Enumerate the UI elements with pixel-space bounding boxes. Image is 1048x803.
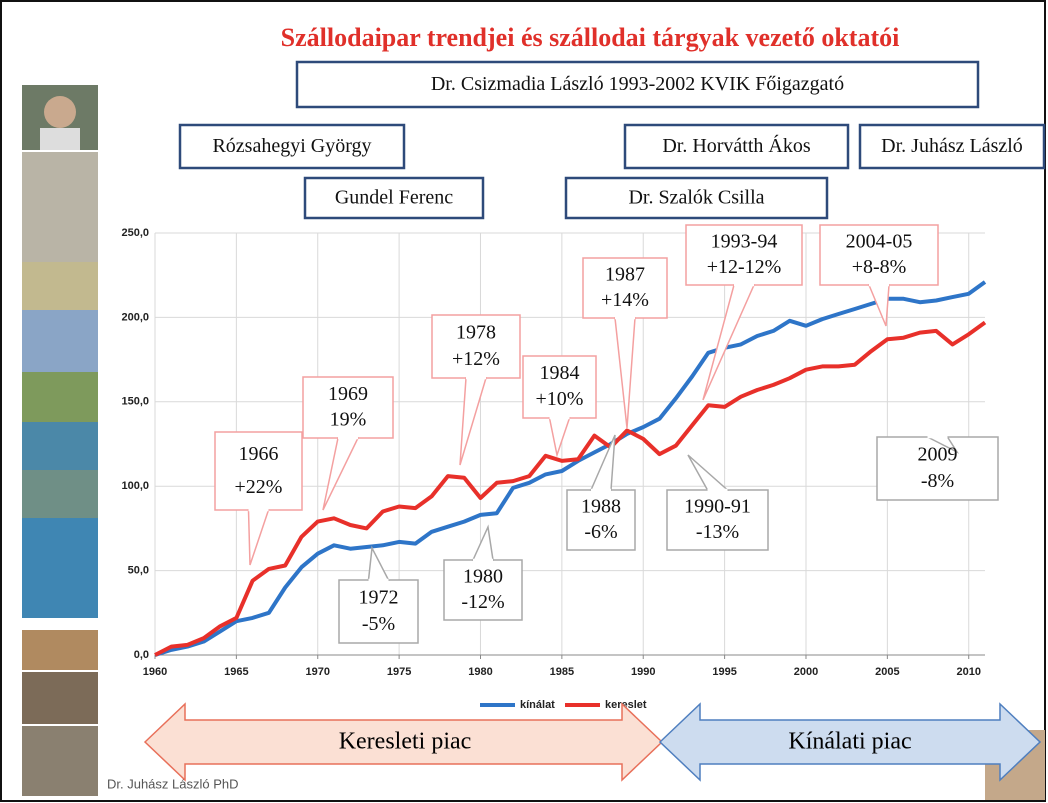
name-box-text: Dr. Juhász László — [881, 135, 1023, 157]
callout-text: 1987 — [605, 264, 645, 286]
x-tick-label: 2000 — [794, 666, 818, 678]
y-tick-label: 150,0 — [121, 396, 149, 408]
callout-text: 1972 — [359, 586, 399, 608]
y-tick-label: 100,0 — [121, 480, 149, 492]
callout-text: 19% — [330, 409, 367, 431]
x-tick-label: 1970 — [306, 666, 330, 678]
callout-text: +22% — [235, 476, 283, 498]
legend-label: kínálat — [520, 699, 555, 711]
callout-text: 1980 — [463, 566, 503, 588]
name-box-text: Dr. Horvátth Ákos — [662, 134, 811, 157]
callout-text: 1993-94 — [711, 231, 778, 253]
callout-text: 1966 — [239, 443, 279, 465]
name-box-text: Dr. Szalók Csilla — [628, 187, 764, 209]
name-box-text: Rózsahegyi György — [212, 135, 371, 157]
x-tick-label: 1995 — [712, 666, 736, 678]
x-tick-label: 1980 — [468, 666, 492, 678]
callout-text: +10% — [536, 388, 584, 410]
chart-title: Szállodaipar trendjei és szállodai tárgy… — [281, 23, 900, 52]
callout-text: 1978 — [456, 321, 496, 343]
y-tick-label: 0,0 — [134, 649, 149, 661]
callout-text: 1984 — [540, 362, 580, 384]
slide: Szállodaipar trendjei és szállodai tárgy… — [0, 0, 1048, 803]
callout-text: 1990-91 — [684, 496, 751, 518]
callout-text: 2009 — [918, 443, 958, 465]
callout-text: +8-8% — [852, 256, 907, 278]
callout-text: 2004-05 — [846, 231, 913, 253]
callout-text: +12-12% — [707, 256, 782, 278]
callout-text: -13% — [696, 521, 739, 543]
x-tick-label: 2010 — [956, 666, 980, 678]
callout-text: -8% — [921, 470, 954, 492]
name-box-text: Dr. Csizmadia László 1993-2002 KVIK Főig… — [431, 73, 844, 95]
y-tick-label: 200,0 — [121, 311, 149, 323]
x-tick-label: 1965 — [224, 666, 248, 678]
x-tick-label: 1960 — [143, 666, 167, 678]
footer: Dr. Juhász László PhD — [107, 776, 239, 791]
callout-text: -5% — [362, 613, 395, 635]
x-tick-label: 1990 — [631, 666, 655, 678]
x-tick-label: 1985 — [550, 666, 574, 678]
callout-text: -6% — [584, 521, 617, 543]
x-tick-label: 1975 — [387, 666, 411, 678]
y-tick-label: 50,0 — [128, 565, 149, 577]
market-label: Keresleti piac — [339, 729, 472, 755]
callout-text: +14% — [601, 289, 649, 311]
callout-text: 1988 — [581, 496, 621, 518]
callout-text: 1969 — [328, 383, 368, 405]
y-tick-label: 250,0 — [121, 227, 149, 239]
x-tick-label: 2005 — [875, 666, 899, 678]
name-box-text: Gundel Ferenc — [335, 187, 453, 209]
callout-text: -12% — [461, 591, 504, 613]
callout-text: +12% — [452, 348, 500, 370]
market-label: Kínálati piac — [788, 729, 911, 755]
